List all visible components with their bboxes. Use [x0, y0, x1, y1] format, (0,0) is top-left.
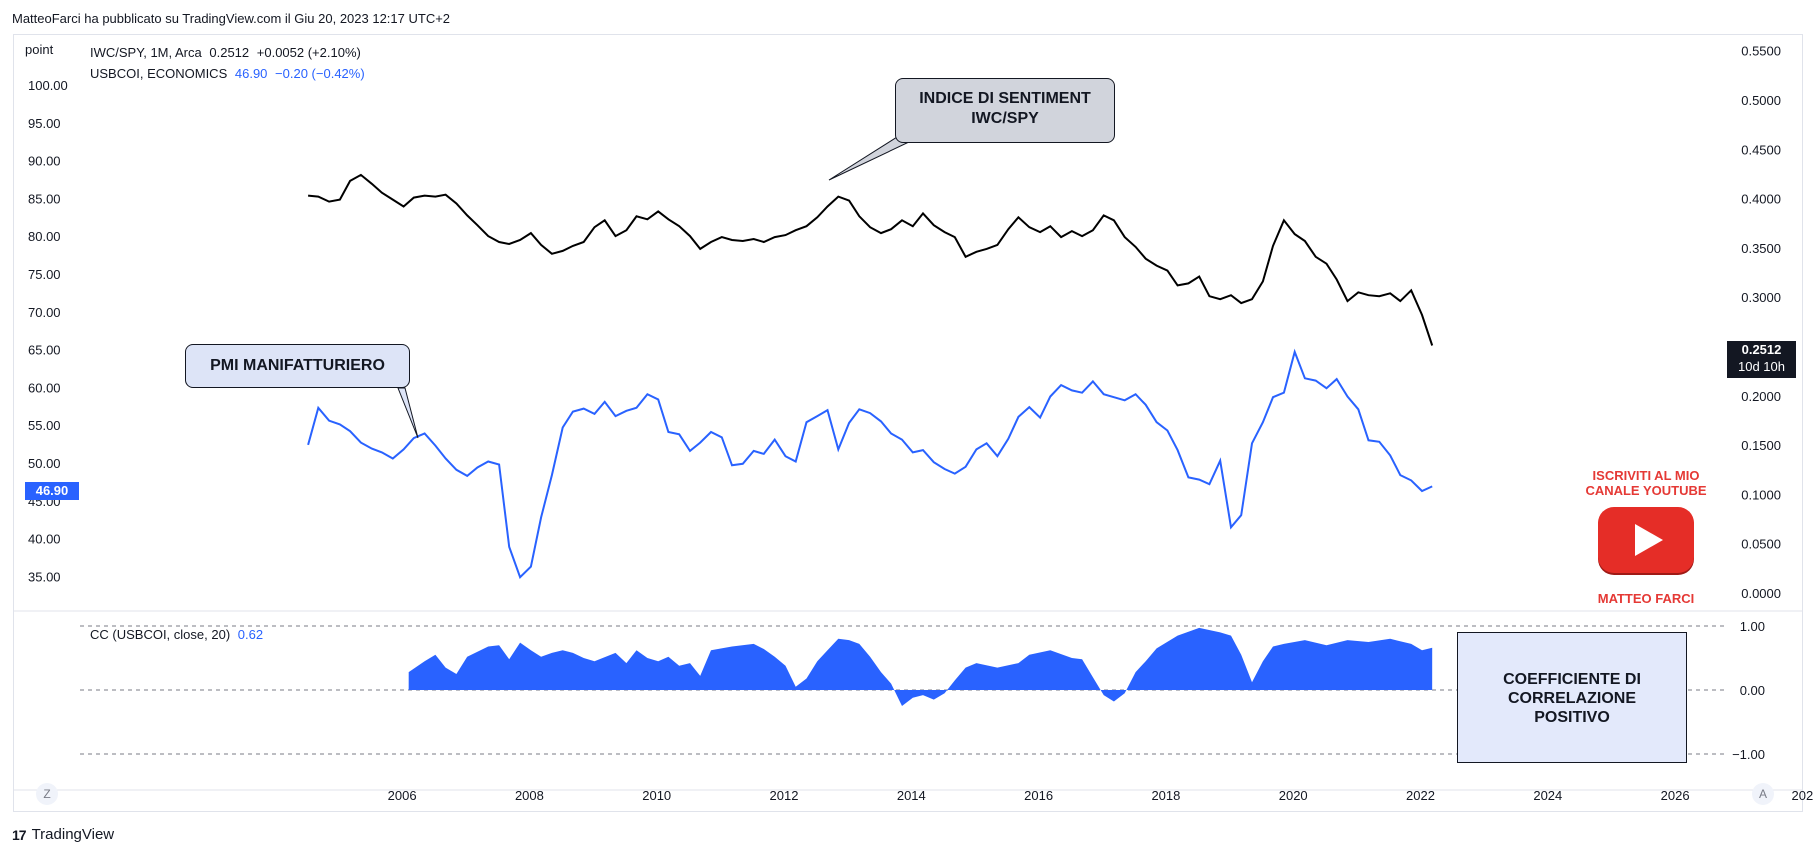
correlation-callout-line2: CORRELAZIONE: [1508, 690, 1636, 707]
time-axis-tick: 2024: [1533, 788, 1562, 803]
legend-pmi-symbol: USBCOI, ECONOMICS: [90, 66, 228, 81]
left-axis-tick: 95.00: [28, 116, 61, 131]
correlation-callout: COEFFICIENTE DI CORRELAZIONE POSITIVO: [1457, 632, 1687, 763]
legend-main[interactable]: IWC/SPY, 1M, Arca 0.2512 +0.0052 (+2.10%…: [90, 45, 365, 60]
right-axis-tick: 0.5500: [1741, 44, 1781, 59]
right-axis-tick: 0.3500: [1741, 241, 1781, 256]
tradingview-logo-icon: 17: [12, 826, 27, 843]
pmi-last-value-badge: 46.90: [25, 482, 79, 500]
time-axis-tick: 2008: [515, 788, 544, 803]
legend-main-value: 0.2512: [209, 45, 250, 60]
sentiment-callout: INDICE DI SENTIMENT IWC/SPY: [895, 78, 1115, 143]
cc-area: [408, 627, 1433, 706]
pmi-line: [307, 348, 1433, 580]
right-axis-tick: 0.0500: [1741, 537, 1781, 552]
youtube-cta-line1: ISCRIVITI AL MIO: [1592, 468, 1700, 483]
left-axis-tick: 100.00: [28, 78, 68, 93]
cc-axis-tick: 1.00: [1740, 619, 1765, 634]
legend-cc-value: 0.62: [237, 627, 264, 642]
sentiment-callout-line1: INDICE DI SENTIMENT: [919, 90, 1091, 107]
right-axis-tick: 0.5000: [1741, 93, 1781, 108]
legend-main-symbol: IWC/SPY, 1M, Arca: [90, 45, 202, 60]
legend-pmi[interactable]: USBCOI, ECONOMICS 46.90 −0.20 (−0.42%): [90, 66, 369, 81]
left-axis-tick: 75.00: [28, 267, 61, 282]
legend-cc-label: CC (USBCOI, close, 20): [90, 627, 231, 642]
left-axis-tick: 65.00: [28, 343, 61, 358]
correlation-callout-line3: POSITIVO: [1534, 709, 1610, 726]
sentiment-callout-line2: IWC/SPY: [971, 110, 1039, 127]
last-price-badge: 0.2512 10d 10h: [1727, 341, 1796, 378]
time-axis-tick: 2026: [1661, 788, 1690, 803]
right-axis-tick: 0.4500: [1741, 142, 1781, 157]
footer-brand: TradingView: [31, 826, 115, 843]
left-axis-tick: 40.00: [28, 532, 61, 547]
right-axis-tick: 0.3000: [1741, 290, 1781, 305]
pmi-callout: PMI MANIFATTURIERO: [185, 344, 410, 388]
time-axis-tick: 2020: [1279, 788, 1308, 803]
time-axis-tick: 2006: [388, 788, 417, 803]
publish-header: MatteoFarci ha pubblicato su TradingView…: [12, 11, 451, 26]
youtube-cta-line2: CANALE YOUTUBE: [1585, 483, 1707, 498]
left-axis-tick: 85.00: [28, 191, 61, 206]
right-axis-tick: 0.0000: [1741, 586, 1781, 601]
left-axis-tick: 90.00: [28, 154, 61, 169]
auto-scale-button[interactable]: A: [1752, 783, 1774, 805]
pmi-callout-pointer: [397, 387, 419, 439]
left-axis-tick: 60.00: [28, 380, 61, 395]
time-axis-tick: 2018: [1151, 788, 1180, 803]
youtube-cta: ISCRIVITI AL MIO CANALE YOUTUBE: [1563, 468, 1729, 498]
cc-axis-tick: 0.00: [1740, 683, 1765, 698]
time-axis-tick: 2022: [1406, 788, 1435, 803]
right-axis-tick: 0.2000: [1741, 389, 1781, 404]
correlation-callout-line1: COEFFICIENTE DI: [1503, 671, 1641, 688]
bar-countdown: 10d 10h: [1738, 359, 1785, 374]
left-axis-tick: 55.00: [28, 418, 61, 433]
footer: 17 TradingView: [12, 826, 114, 843]
time-axis-tick: 2016: [1024, 788, 1053, 803]
zoom-reset-button[interactable]: Z: [36, 783, 58, 805]
legend-cc[interactable]: CC (USBCOI, close, 20) 0.62: [90, 627, 267, 642]
left-axis-tick: 35.00: [28, 569, 61, 584]
iwc-spy-line: [308, 173, 1434, 346]
right-axis-tick: 0.4000: [1741, 192, 1781, 207]
left-axis-unit: point: [25, 42, 54, 57]
right-axis-tick: 0.1500: [1741, 438, 1781, 453]
left-axis-tick: 50.00: [28, 456, 61, 471]
legend-pmi-value: 46.90: [234, 66, 268, 81]
time-axis-tick: 2012: [770, 788, 799, 803]
left-axis-tick: 80.00: [28, 229, 61, 244]
time-axis-tick: 2014: [897, 788, 926, 803]
youtube-channel-name: MATTEO FARCI: [1597, 591, 1695, 606]
play-triangle-icon: [1635, 524, 1663, 556]
legend-pmi-change: −0.20 (−0.42%): [275, 66, 365, 81]
chart-frame: [13, 34, 1803, 812]
time-axis-tick: 2010: [642, 788, 671, 803]
cc-axis-tick: −1.00: [1732, 747, 1765, 762]
time-axis-tick: 202: [1792, 788, 1814, 803]
legend-main-change: +0.0052 (+2.10%): [256, 45, 361, 60]
youtube-play-icon[interactable]: [1598, 507, 1694, 573]
right-axis-tick: 0.1000: [1741, 487, 1781, 502]
last-price-value: 0.2512: [1741, 342, 1782, 357]
left-axis-tick: 70.00: [28, 305, 61, 320]
